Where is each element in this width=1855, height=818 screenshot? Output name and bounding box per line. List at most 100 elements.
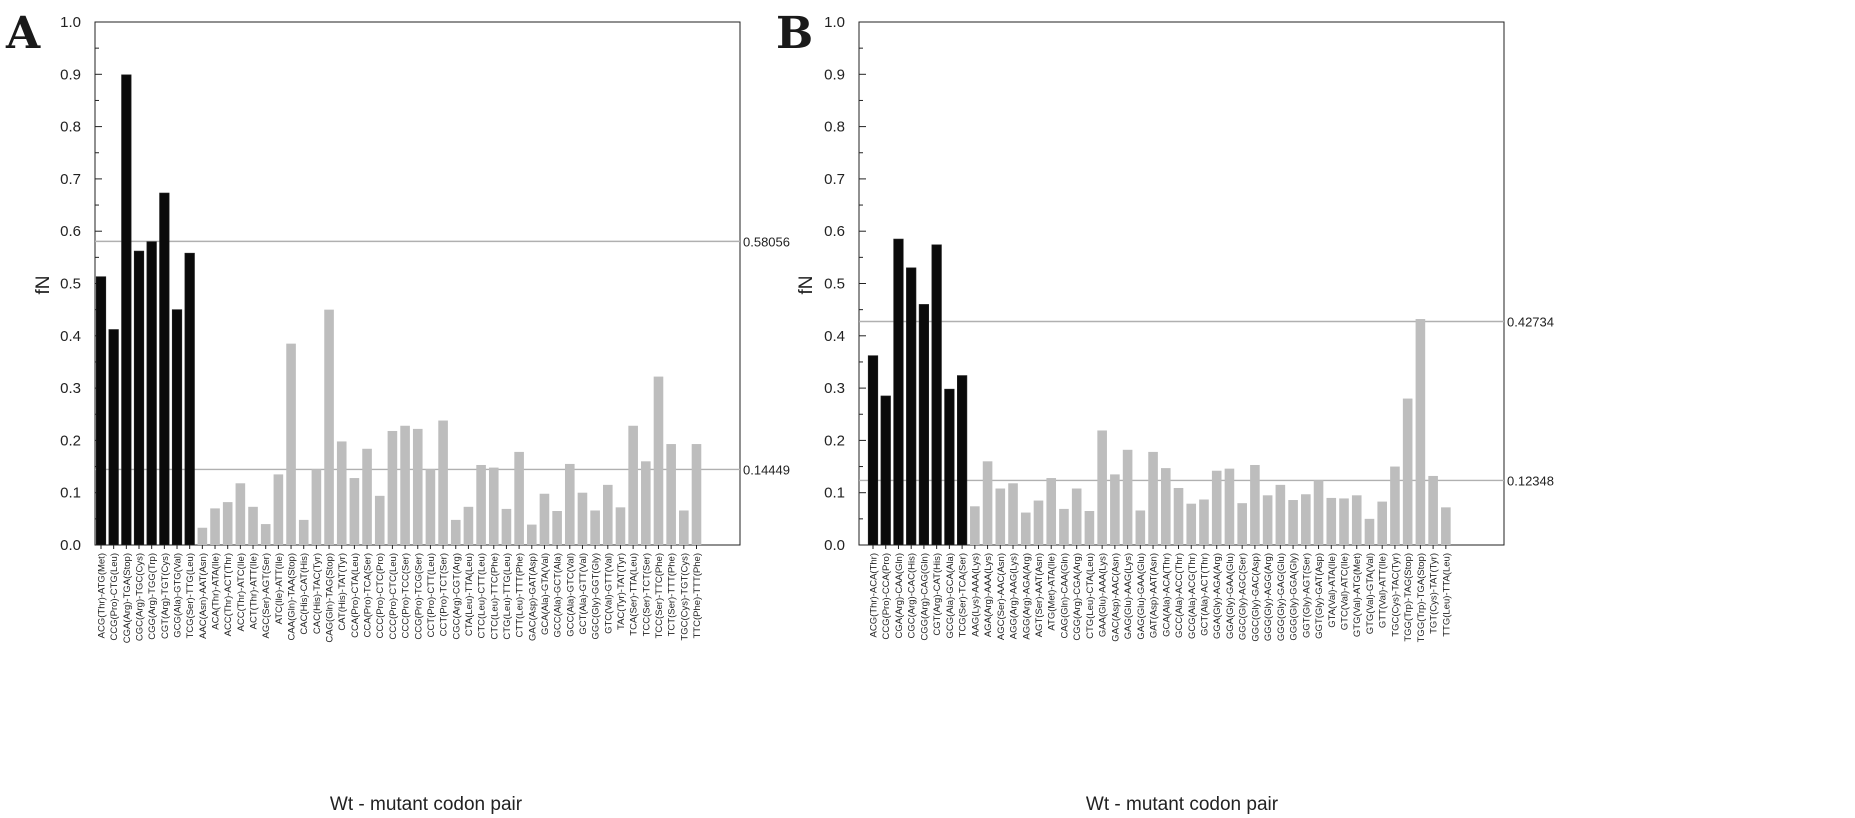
panel-a-bar — [565, 464, 575, 545]
panel-a-bar — [628, 426, 638, 545]
panel-a-bar — [160, 193, 170, 545]
panel-b-bar — [932, 245, 942, 545]
panel-a-bar — [400, 426, 410, 545]
panel-a-bar — [185, 253, 195, 545]
panel-b-bar — [1314, 480, 1324, 545]
panel-a-y-tick-label: 0.6 — [60, 223, 81, 240]
panel-a-bar — [96, 277, 106, 545]
panel-b-bar — [1148, 452, 1158, 545]
panel-b-bar — [1085, 511, 1095, 545]
panel-a-category-label: TAC(Tyr)-TAT(Tyr) — [616, 553, 627, 630]
panel-b-category-label: GGA(Gly)-AGA(Arg) — [1212, 553, 1223, 639]
panel-a-category-label: ACG(Thr)-ATG(Met) — [97, 553, 108, 638]
panel-b-x-axis-title: Wt - mutant codon pair — [1086, 794, 1279, 815]
panel-a-bar — [337, 441, 347, 545]
panel-a-bar — [350, 478, 360, 545]
panel-a-category-label: CAT(His)-TAT(Tyr) — [337, 553, 348, 631]
panel-b-category-label: GGT(Gly)-AGT(Ser) — [1301, 553, 1312, 638]
panel-b-category-label: GCA(Ala)-ACA(Thr) — [1161, 553, 1172, 637]
panel-a-bar — [198, 528, 208, 545]
panel-b-bar — [1377, 502, 1387, 545]
panel-a-category-label: CTC(Leu)-CTT(Leu) — [477, 553, 488, 639]
panel-b-y-tick-label: 0.3 — [824, 380, 845, 397]
panel-a-y-tick-label: 0.2 — [60, 432, 81, 449]
panel-b-y-tick-label: 1.0 — [824, 14, 845, 31]
panel-b-category-label: CAG(Gln)-CAA(Gln) — [1059, 553, 1070, 639]
panel-a-bar — [375, 496, 385, 545]
panel-b-y-tick-label: 0.5 — [824, 276, 845, 293]
panel-a-bar — [552, 511, 562, 545]
panel-a-category-label: CAG(Gln)-TAG(Stop) — [325, 553, 336, 643]
panel-a-bar — [248, 507, 258, 545]
panel-a-category-label: CTG(Leu)-TTG(Leu) — [502, 553, 513, 640]
panel-b-category-label: GGA(Gly)-GAA(Glu) — [1225, 553, 1236, 639]
panel-b-bar — [1326, 498, 1336, 545]
panel-a-bar — [527, 525, 537, 545]
panel-b-category-label: GAG(Glu)-GAA(Glu) — [1136, 553, 1147, 640]
panel-a-bar — [261, 524, 271, 545]
panel-a-category-label: CCG(Pro)-TCG(Ser) — [413, 553, 424, 640]
panel-a-bar — [109, 330, 119, 545]
panel-b-category-label: GTA(Val)-ATA(Ile) — [1327, 553, 1338, 628]
panel-b-y-tick-label: 0.8 — [824, 119, 845, 136]
panel-b-y-tick-label: 0.7 — [824, 171, 845, 188]
panel-a-bar — [590, 510, 600, 545]
panel-a: A fN Wt - mutant codon pair 0.58056 0.14… — [5, 8, 790, 815]
panel-a-category-label: CGG(Arg)-TGG(Trp) — [147, 553, 158, 640]
panel-b-category-label: GTG(Val)-GTA(Val) — [1365, 553, 1376, 634]
panel-b-bar — [1212, 471, 1222, 545]
panel-b-bar — [1428, 476, 1438, 545]
panel-a-category-label: CCT(Pro)-CTT(Leu) — [426, 553, 437, 637]
panel-b-bar — [919, 304, 929, 545]
panel-a-bar — [692, 444, 702, 545]
panel-a-category-label: CCC(Pro)-TCC(Ser) — [401, 553, 412, 639]
panel-a-letter: A — [5, 8, 41, 59]
panel-a-category-label: TCG(Ser)-TTG(Leu) — [185, 553, 196, 639]
panel-b-category-label: AGT(Ser)-AAT(Asn) — [1034, 553, 1045, 637]
panel-b-bar — [1416, 319, 1426, 545]
panel-b-category-label: CCG(Pro)-CCA(Pro) — [881, 553, 892, 640]
panel-b-category-label: GCG(Ala)-ACG(Thr) — [1187, 553, 1198, 639]
panel-b-category-label: CGC(Arg)-CAC(His) — [907, 553, 918, 639]
panel-b-bar — [1250, 465, 1260, 545]
panel-a-ref-label-lower: 0.14449 — [743, 462, 790, 477]
panel-a-y-tick-label: 1.0 — [60, 14, 81, 31]
panel-a-bar — [299, 520, 309, 545]
panel-a-x-axis-title: Wt - mutant codon pair — [330, 794, 523, 815]
panel-a-category-label: CCA(Pro)-CTA(Leu) — [350, 553, 361, 638]
panel-a-y-tick-label: 0.0 — [60, 537, 81, 554]
panel-a-bar — [451, 520, 461, 545]
panel-b-category-label: CGG(Arg)-CGA(Arg) — [1072, 553, 1083, 641]
panel-b-category-label: CTG(Leu)-CTA(Leu) — [1085, 553, 1096, 639]
panel-a-bar — [679, 510, 689, 545]
panel-a-category-label: ATC(Ile)-ATT(Ile) — [274, 553, 285, 624]
panel-b-bar — [1021, 513, 1031, 545]
panel-a-category-label: CTT(Leu)-TTT(Phe) — [515, 553, 526, 637]
panel-b-bar — [983, 461, 993, 545]
panel-a-category-label: TCT(Ser)-TTT(Phe) — [667, 553, 678, 636]
panel-b-category-label: GGT(Gly)-GAT(Asp) — [1314, 553, 1325, 639]
panel-a-category-label: CCG(Pro)-CTG(Leu) — [109, 553, 120, 641]
panel-a-category-label: GCG(Ala)-GTG(Val) — [173, 553, 184, 638]
panel-b-category-label: TTG(Leu)-TTA(Leu) — [1441, 553, 1452, 637]
panel-b-category-label: GAA(Glu)-AAA(Lys) — [1098, 553, 1109, 637]
panel-b-bar — [1046, 478, 1056, 545]
panel-b-bar — [996, 489, 1006, 545]
panel-b-y-tick-label: 0.1 — [824, 485, 845, 502]
panel-b-bar — [906, 268, 916, 545]
panel-b-category-label: TGG(Trp)-TGA(Stop) — [1416, 553, 1427, 642]
panel-a-bar — [616, 507, 626, 545]
panel-a-ref-label-upper: 0.58056 — [743, 234, 790, 249]
panel-a-category-label: TCC(Ser)-TTC(Phe) — [654, 553, 665, 639]
panel-a-category-label: CCA(Pro)-TCA(Ser) — [363, 553, 374, 637]
panel-b-bar — [1263, 495, 1273, 545]
panel-b-bar — [1136, 510, 1146, 545]
panel-a-y-tick-label: 0.8 — [60, 119, 81, 136]
panel-b-bar — [1225, 469, 1235, 545]
panel-b-bar — [1059, 509, 1069, 545]
panel-b-category-label: GCG(Ala)-GCA(Ala) — [945, 553, 956, 639]
panel-a-bar — [312, 469, 322, 545]
panel-a-category-label: ACC(Thr)-ATC(Ile) — [236, 553, 247, 631]
panel-a-bar — [172, 310, 182, 545]
panel-a-category-label: AAC(Asn)-AAT(Asn) — [198, 553, 209, 639]
